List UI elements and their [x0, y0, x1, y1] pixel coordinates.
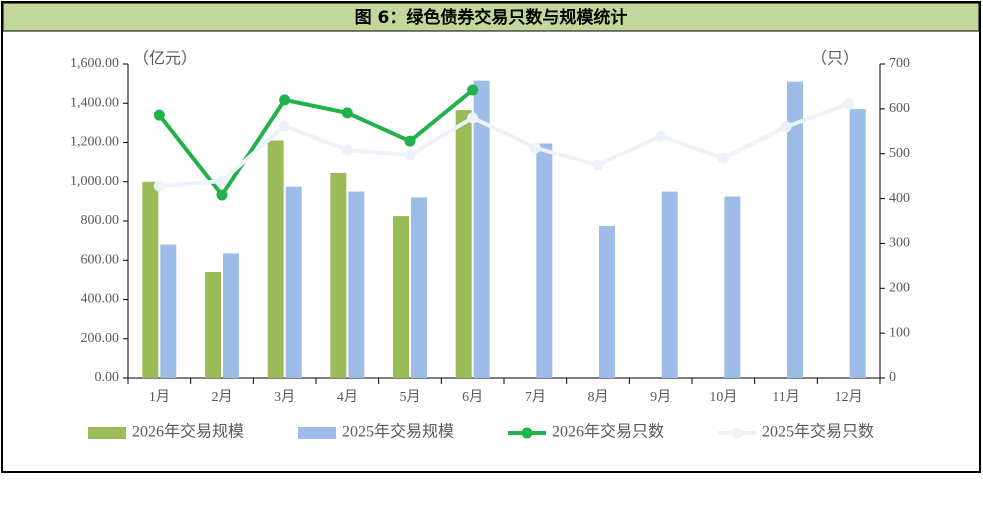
- y-tick-label: 1,000.00: [70, 174, 119, 189]
- legend-swatch: [298, 427, 336, 439]
- bar: [330, 172, 347, 378]
- y-tick-label: 200.00: [81, 331, 120, 346]
- y-tick-label: 1,200.00: [70, 135, 119, 150]
- y-tick-label: 1,400.00: [70, 95, 119, 110]
- chart-title: 图 6：绿色债券交易只数与规模统计: [355, 7, 628, 28]
- bar: [724, 196, 741, 378]
- point: [717, 152, 729, 164]
- y-tick-label: 600.00: [81, 252, 120, 267]
- x-tick-label: 11月: [772, 389, 799, 405]
- bar: [348, 191, 365, 378]
- y2-tick-label: 0: [889, 370, 896, 385]
- point: [153, 109, 165, 121]
- x-tick-label: 9月: [650, 389, 671, 405]
- bar: [661, 191, 678, 378]
- legend-swatch: [731, 427, 743, 439]
- y-tick-label: 0.00: [95, 370, 120, 385]
- bar: [393, 216, 409, 378]
- point: [279, 120, 291, 132]
- point: [216, 189, 228, 201]
- point: [467, 84, 479, 96]
- bar: [536, 143, 553, 378]
- legend-swatch: [521, 427, 533, 439]
- bar: [223, 253, 239, 378]
- bar: [267, 140, 284, 378]
- legend-label: 2025年交易规模: [342, 423, 454, 441]
- y2-tick-label: 300: [889, 236, 910, 251]
- legend-label: 2026年交易只数: [552, 423, 664, 441]
- point: [655, 130, 667, 142]
- x-tick-label: 2月: [212, 389, 233, 405]
- bar: [411, 197, 427, 378]
- y2-tick-label: 600: [889, 101, 910, 116]
- x-tick-label: 7月: [525, 389, 546, 405]
- y2-tick-label: 700: [889, 56, 910, 71]
- y-tick-label: 1,600.00: [70, 56, 119, 71]
- y-tick-label: 400.00: [81, 292, 120, 307]
- x-tick-label: 10月: [709, 389, 737, 405]
- legend-label: 2026年交易规模: [132, 423, 244, 441]
- bar: [599, 225, 615, 378]
- x-tick-label: 1月: [149, 389, 170, 405]
- bar: [473, 80, 490, 379]
- x-tick-label: 4月: [337, 389, 358, 405]
- bar: [455, 110, 472, 379]
- legend-label: 2025年交易只数: [762, 423, 874, 441]
- point: [341, 144, 353, 156]
- x-tick-label: 8月: [588, 389, 609, 405]
- point: [592, 159, 604, 171]
- x-tick-label: 6月: [462, 389, 483, 405]
- y2-unit: （只）: [811, 50, 859, 68]
- point: [216, 175, 228, 187]
- x-tick-label: 5月: [400, 389, 421, 405]
- bar: [160, 244, 177, 378]
- point: [529, 142, 541, 154]
- bar: [285, 186, 302, 378]
- bar: [205, 272, 221, 378]
- y2-tick-label: 100: [889, 325, 910, 340]
- legend-swatch: [88, 427, 126, 439]
- y2-tick-label: 500: [889, 146, 910, 161]
- point: [404, 149, 416, 161]
- frame: [1, 1, 981, 473]
- line: [159, 102, 850, 189]
- point: [153, 180, 165, 192]
- y2-tick-label: 200: [889, 281, 910, 296]
- y-tick-label: 800.00: [81, 213, 120, 228]
- bar: [142, 181, 159, 378]
- point: [341, 107, 353, 119]
- bar: [787, 81, 803, 378]
- x-tick-label: 12月: [835, 389, 863, 405]
- point: [780, 121, 792, 133]
- y-unit: （亿元）: [133, 50, 197, 68]
- point: [843, 98, 855, 110]
- point: [467, 112, 479, 124]
- bar: [849, 109, 866, 378]
- x-tick-label: 3月: [274, 389, 295, 405]
- title-bar: [2, 2, 980, 32]
- point: [404, 135, 416, 147]
- point: [279, 94, 291, 106]
- y2-tick-label: 400: [889, 191, 910, 206]
